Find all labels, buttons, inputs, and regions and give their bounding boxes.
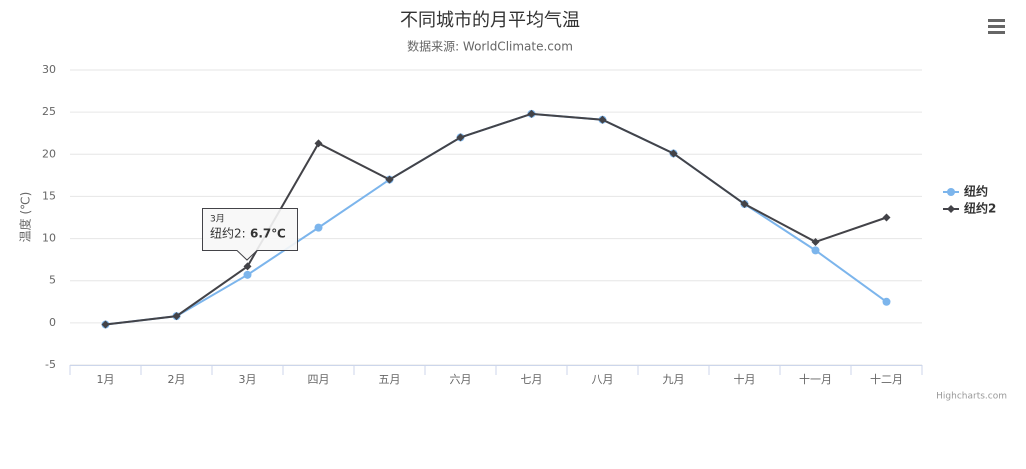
point-marker [101, 320, 110, 329]
point-marker [243, 262, 252, 271]
x-tick-label: 八月 [592, 373, 614, 386]
point-marker [314, 223, 323, 232]
credits[interactable]: Highcharts.com [936, 392, 1007, 402]
x-tick-label: 十月 [734, 372, 756, 386]
point-marker [811, 246, 820, 255]
x-tick-label: 2月 [168, 373, 186, 386]
chart-subtitle: 数据来源: WorldClimate.com [407, 39, 573, 54]
menu-bar [988, 31, 1005, 34]
point-marker [243, 270, 252, 279]
y-tick-label: 20 [42, 147, 56, 160]
menu-button[interactable] [988, 19, 1005, 34]
point-marker [172, 312, 181, 321]
y-axis-title: 温度 (℃) [18, 192, 33, 243]
legend-item[interactable]: 纽约2 [943, 201, 996, 216]
x-tick-label: 六月 [450, 373, 472, 386]
menu-bar [988, 25, 1005, 28]
y-tick-label: 15 [42, 189, 56, 202]
point-marker [456, 133, 465, 142]
x-tick-label: 十二月 [870, 372, 903, 386]
tooltip-value: 6.7℃ [250, 227, 286, 241]
point-marker [669, 149, 678, 158]
tooltip-box [202, 208, 298, 261]
x-tick-label: 1月 [97, 373, 115, 386]
point-marker [740, 200, 749, 209]
point-marker [314, 139, 323, 148]
x-tick-label: 3月 [239, 373, 257, 386]
x-tick-label: 十一月 [799, 372, 832, 386]
legend-item[interactable]: 纽约 [943, 184, 988, 199]
point-marker [385, 175, 394, 184]
point-marker [527, 109, 536, 118]
y-tick-label: 0 [49, 316, 56, 329]
x-tick-label: 四月 [308, 373, 330, 386]
y-tick-label: 30 [42, 63, 56, 76]
x-tick-label: 七月 [521, 373, 543, 386]
point-marker [882, 213, 891, 222]
legend-label: 纽约2 [964, 201, 996, 216]
x-tick-label: 五月 [379, 373, 401, 386]
legend-symbol [947, 205, 955, 213]
y-tick-label: 10 [42, 232, 56, 245]
legend-label: 纽约 [964, 184, 988, 199]
y-tick-label: 5 [49, 274, 56, 287]
y-tick-label: 25 [42, 105, 56, 118]
point-marker [598, 115, 607, 124]
point-marker [811, 237, 820, 246]
tooltip-label: 纽约2: [210, 226, 246, 241]
y-tick-label: -5 [45, 358, 56, 371]
chart-title: 不同城市的月平均气温 [400, 10, 580, 31]
legend-symbol [947, 188, 955, 196]
menu-bar [988, 19, 1005, 22]
series-line [105, 112, 887, 326]
x-tick-label: 九月 [663, 373, 685, 386]
point-marker [882, 297, 891, 306]
tooltip-header: 3月 [210, 214, 225, 225]
